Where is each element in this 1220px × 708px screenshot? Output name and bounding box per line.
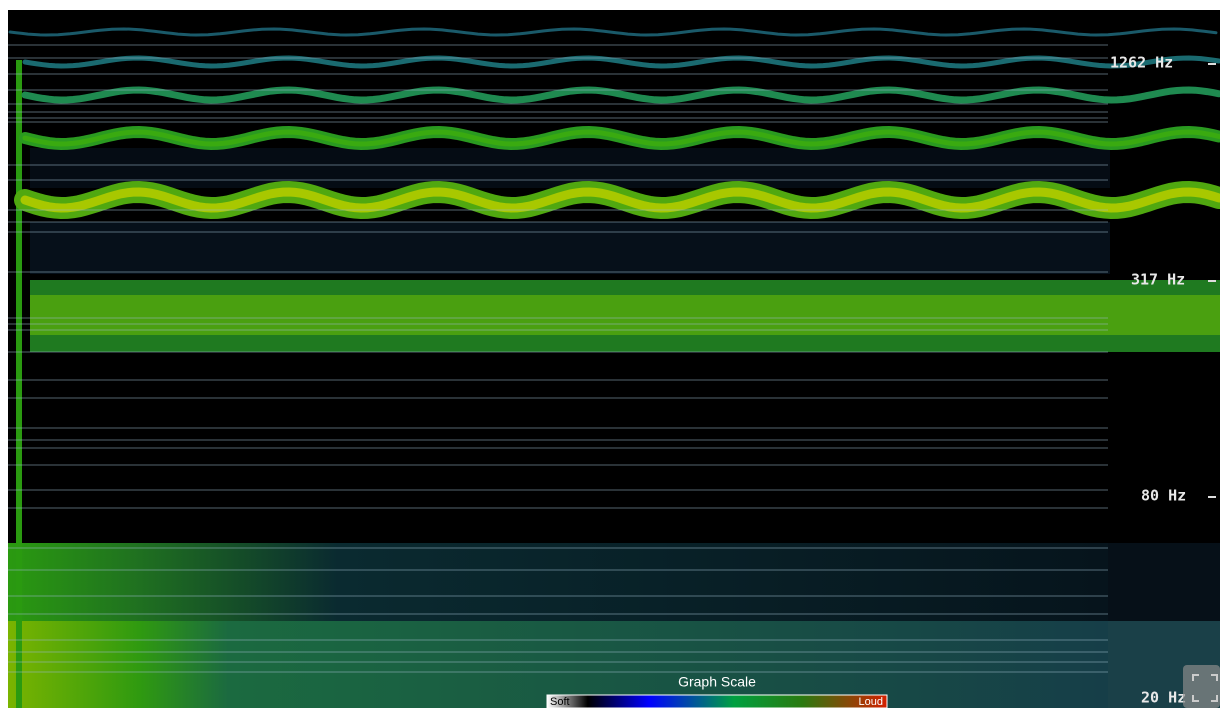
- scale-soft: Soft: [550, 696, 570, 708]
- freq-label: 80 Hz: [1141, 487, 1186, 505]
- band-317-core: [30, 295, 1220, 335]
- noise-band: [30, 222, 1110, 274]
- freq-label: 317 Hz: [1131, 271, 1185, 289]
- freq-label: 20 Hz: [1141, 689, 1186, 707]
- scale-loud: Loud: [859, 696, 883, 708]
- scale-title: Graph Scale: [678, 674, 756, 690]
- freq-label: 1262 Hz: [1110, 54, 1173, 72]
- spectrogram-app: 1262 Hz 317 Hz 80 Hz 20 Hz Graph Scale S…: [0, 0, 1220, 708]
- spectrogram: 1262 Hz 317 Hz 80 Hz 20 Hz Graph Scale S…: [0, 0, 1220, 708]
- low-band: [1108, 543, 1220, 621]
- noise-band: [30, 148, 1110, 188]
- low-band: [8, 543, 1108, 621]
- scale-bar: [547, 695, 887, 708]
- onset: [16, 60, 22, 708]
